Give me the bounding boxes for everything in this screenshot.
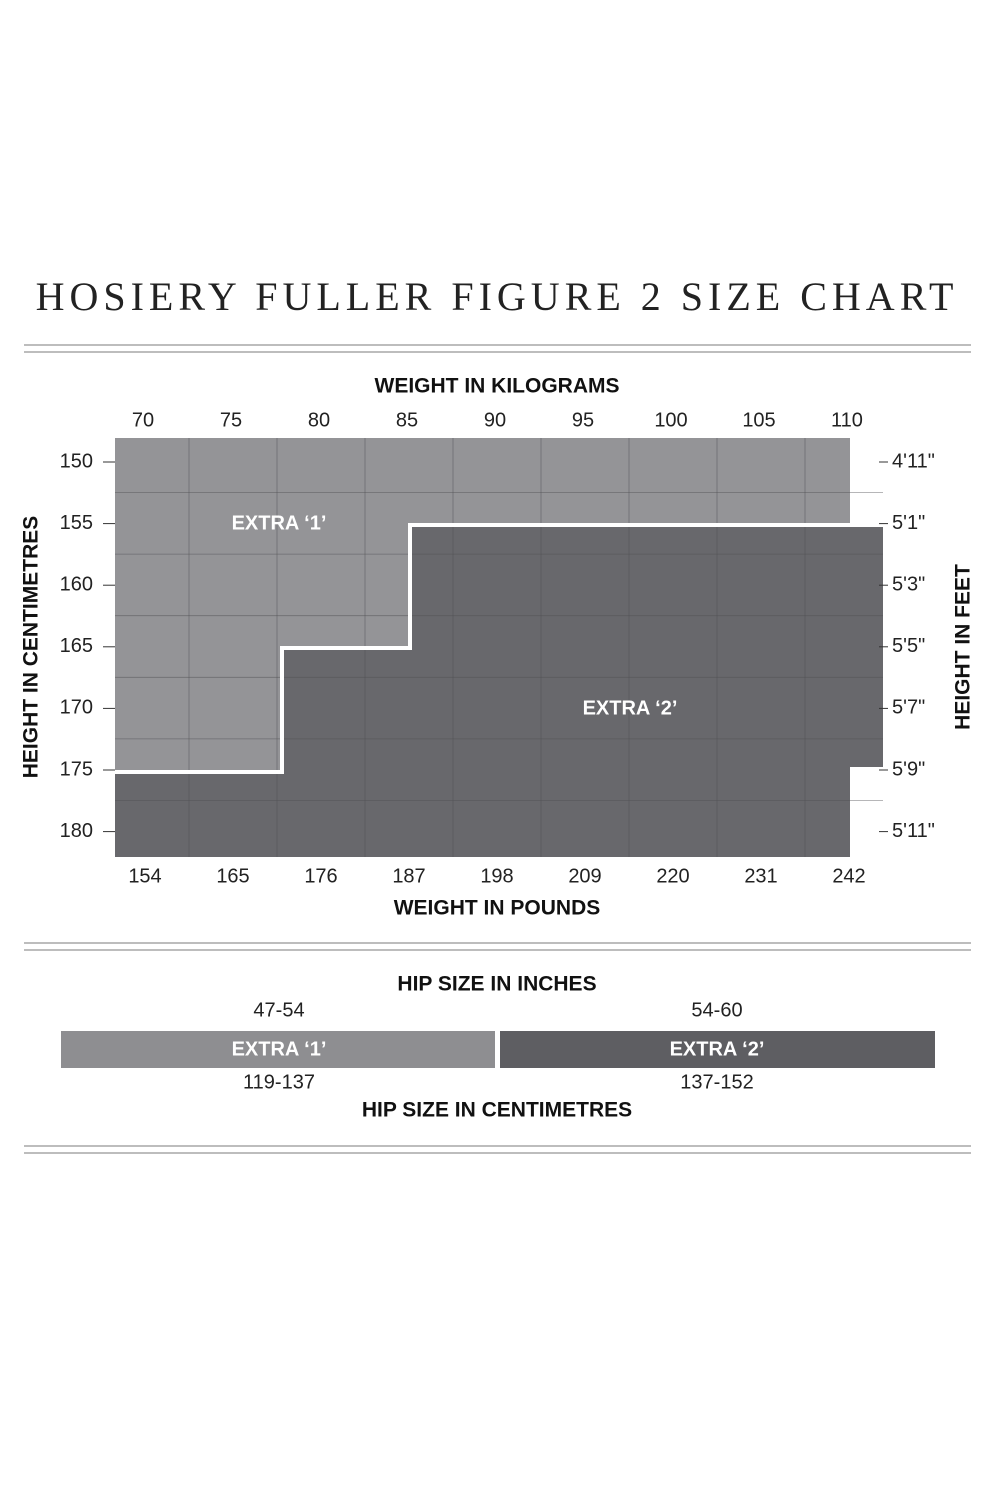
- lb-tick-label: 154: [128, 865, 161, 887]
- hip-chart: HIP SIZE IN INCHES HIP SIZE IN CENTIMETR…: [61, 973, 935, 1122]
- kg-tick-label: 110: [831, 409, 863, 431]
- region-label: EXTRA ‘1’: [232, 512, 327, 534]
- axis-label: HIP SIZE IN CENTIMETRES: [362, 1099, 632, 1122]
- axis-label: HEIGHT IN FEET: [952, 564, 975, 730]
- kg-tick-label: 70: [132, 409, 154, 431]
- lb-tick-label: 176: [304, 865, 337, 887]
- cm-tick-label: 170: [60, 697, 93, 719]
- lb-tick-label: 231: [744, 865, 777, 887]
- kg-tick-label: 100: [654, 409, 687, 431]
- lb-tick-label: 165: [216, 865, 249, 887]
- hip-bar-label: EXTRA ‘2’: [670, 1038, 765, 1060]
- feet-tick-label: 5'5": [892, 635, 925, 657]
- hip-bar: [61, 1031, 495, 1068]
- hip-centimetres: 137-152: [680, 1071, 753, 1093]
- lb-tick-label: 198: [480, 865, 513, 887]
- hip-bar-label: EXTRA ‘1’: [232, 1038, 327, 1060]
- axis-label: HIP SIZE IN INCHES: [397, 973, 596, 996]
- lb-tick-label: 187: [392, 865, 425, 887]
- cm-tick-label: 155: [60, 512, 93, 534]
- kg-tick-label: 90: [484, 409, 506, 431]
- lb-tick-label: 220: [656, 865, 689, 887]
- cm-tick-label: 175: [60, 758, 93, 780]
- axis-label: HEIGHT IN CENTIMETRES: [20, 516, 43, 779]
- cm-tick-label: 160: [60, 573, 93, 595]
- region-border: [115, 523, 883, 774]
- hip-bar: [500, 1031, 935, 1068]
- lb-tick-label: 242: [832, 865, 865, 887]
- cm-tick-label: 180: [60, 820, 93, 842]
- rules: [24, 344, 971, 1154]
- kg-tick-label: 85: [396, 409, 418, 431]
- kg-tick-label: 95: [572, 409, 594, 431]
- hip-centimetres: 119-137: [243, 1071, 315, 1093]
- feet-tick-label: 5'1": [892, 512, 925, 534]
- hip-inches: 47-54: [253, 999, 304, 1021]
- axis-label: WEIGHT IN POUNDS: [394, 897, 601, 920]
- feet-tick-label: 5'11": [892, 820, 935, 842]
- cm-tick-label: 150: [60, 450, 93, 472]
- extra-2-region: [115, 525, 883, 857]
- hip-inches: 54-60: [691, 999, 742, 1021]
- cm-tick-label: 165: [60, 635, 93, 657]
- feet-tick-label: 5'3": [892, 573, 925, 595]
- lb-tick-label: 209: [568, 865, 601, 887]
- kg-tick-label: 75: [220, 409, 242, 431]
- height-weight-grid: EXTRA ‘1’ EXTRA ‘2’: [115, 438, 883, 857]
- feet-tick-label: 5'7": [892, 697, 925, 719]
- feet-tick-label: 5'9": [892, 758, 925, 780]
- region-label: EXTRA ‘2’: [583, 697, 678, 719]
- title: HOSIERY FULLER FIGURE 2 SIZE CHART: [36, 274, 959, 319]
- kg-tick-label: 80: [308, 409, 330, 431]
- kg-tick-label: 105: [742, 409, 775, 431]
- axis-label: WEIGHT IN KILOGRAMS: [375, 375, 620, 398]
- feet-tick-label: 4'11": [892, 450, 935, 472]
